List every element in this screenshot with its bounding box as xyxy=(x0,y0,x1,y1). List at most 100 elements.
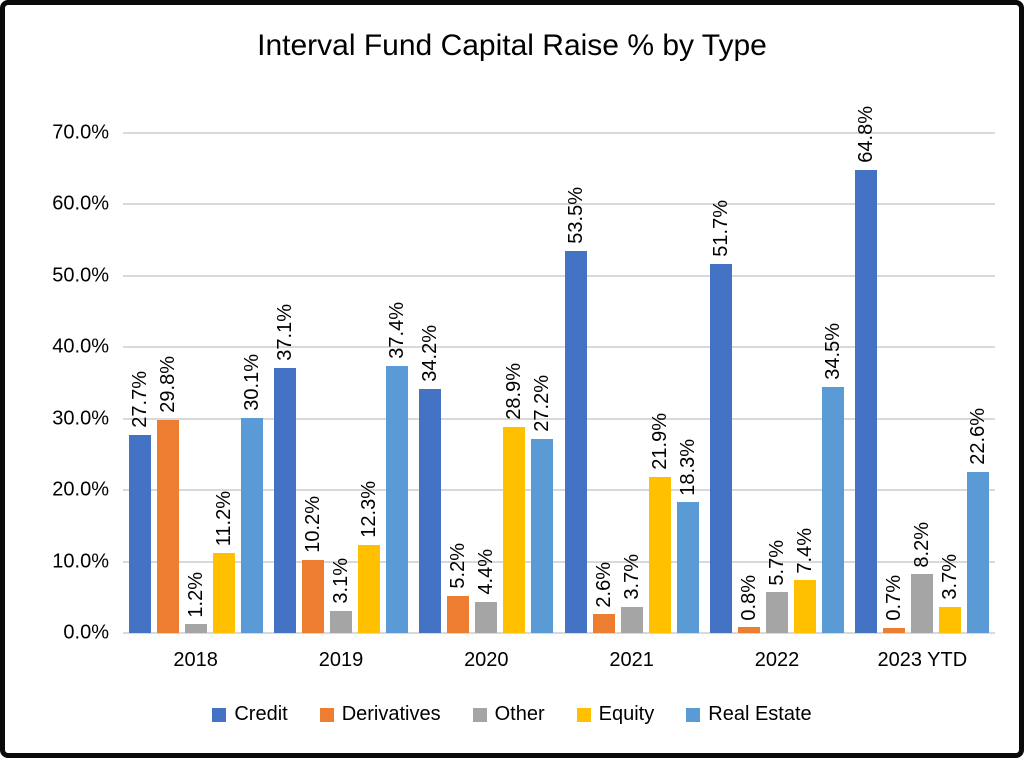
bar-value-label: 27.2% xyxy=(531,375,554,432)
gridline xyxy=(123,346,995,349)
bar-other-2021: 3.7% xyxy=(620,554,643,633)
gridline xyxy=(123,417,995,420)
bar-credit-2022: 51.7% xyxy=(709,200,732,633)
bar-other-2019: 3.1% xyxy=(329,558,352,633)
y-tick-label: 40.0% xyxy=(52,335,109,358)
y-tick-label: 50.0% xyxy=(52,264,109,287)
bar-real-estate-2019: 37.4% xyxy=(385,302,408,633)
bar-derivatives-2019: 10.2% xyxy=(301,496,324,633)
bar-credit-2023-ytd: 64.8% xyxy=(855,106,878,633)
bar-value-label: 12.3% xyxy=(357,481,380,539)
legend-swatch-icon xyxy=(576,707,591,722)
bar-value-label: 8.2% xyxy=(911,521,934,568)
bar-derivatives-2020: 5.2% xyxy=(447,543,470,633)
bar-value-label: 0.8% xyxy=(737,574,760,621)
bar-equity-2020: 28.9% xyxy=(503,363,526,633)
bar-value-label: 21.9% xyxy=(648,412,671,470)
y-tick-label: 20.0% xyxy=(52,478,109,501)
legend-label: Other xyxy=(494,703,545,725)
bar-value-label: 2.6% xyxy=(592,561,615,608)
legend-swatch-icon xyxy=(472,707,487,722)
gridline xyxy=(123,632,995,634)
gridline xyxy=(123,560,995,563)
bar-value-label: 3.7% xyxy=(620,553,643,600)
bar-value-label: 3.1% xyxy=(329,558,352,604)
bar-value-label: 18.3% xyxy=(676,438,699,496)
legend-item-equity: Equity xyxy=(576,703,655,726)
bar-equity-2021: 21.9% xyxy=(648,413,671,633)
legend-item-real-estate: Real Estate xyxy=(686,703,812,726)
gridline xyxy=(123,203,995,206)
bar-derivatives-2018: 29.8% xyxy=(156,356,179,633)
legend-label: Credit xyxy=(234,703,288,725)
bar-value-label: 3.7% xyxy=(939,553,962,600)
bar-groups: 27.7% 29.8% 1.2% 11.2% 30.1% 37.1% 10.2% 3.1% 12… xyxy=(123,106,995,633)
bar-value-label: 51.7% xyxy=(709,200,732,257)
gridline xyxy=(123,274,995,277)
bar-real-estate-2021: 18.3% xyxy=(676,439,699,633)
x-axis-label-2018: 2018 xyxy=(173,649,218,671)
legend-swatch-icon xyxy=(319,707,334,722)
bar-other-2023-ytd: 8.2% xyxy=(911,522,934,633)
bar-group-2022: 51.7% 0.8% 5.7% 7.4% 34.5% xyxy=(709,133,844,633)
bar-value-label: 11.2% xyxy=(212,490,235,546)
x-axis: 2018 2019 2020 2021 2022 2023 YTD xyxy=(123,649,995,672)
bar-credit-2018: 27.7% xyxy=(128,371,151,633)
bar-value-label: 29.8% xyxy=(156,356,179,414)
bar-group-2021: 53.5% 2.6% 3.7% 21.9% 18.3% xyxy=(564,133,699,633)
bar-value-label: 27.7% xyxy=(128,371,151,429)
chart-title: Interval Fund Capital Raise % by Type xyxy=(257,29,767,62)
bar-credit-2020: 34.2% xyxy=(419,325,442,633)
bar-equity-2019: 12.3% xyxy=(357,481,380,633)
bar-real-estate-2022: 34.5% xyxy=(821,323,844,633)
bar-value-label: 7.4% xyxy=(793,527,816,574)
bar-value-label: 34.5% xyxy=(821,322,844,380)
bar-group-2020: 34.2% 5.2% 4.4% 28.9% 27.2% xyxy=(419,133,554,633)
legend-swatch-icon xyxy=(686,707,701,722)
bar-credit-2019: 37.1% xyxy=(273,304,296,633)
x-axis-label-2021: 2021 xyxy=(609,649,654,671)
bar-value-label: 1.2% xyxy=(184,571,207,618)
legend-swatch-icon xyxy=(212,707,227,722)
bar-equity-2023-ytd: 3.7% xyxy=(939,554,962,633)
bar-derivatives-2022: 0.8% xyxy=(737,575,760,633)
legend-label: Equity xyxy=(598,703,655,725)
bar-value-label: 30.1% xyxy=(240,354,263,411)
gridline xyxy=(123,489,995,492)
bar-value-label: 53.5% xyxy=(564,187,587,244)
legend-item-derivatives: Derivatives xyxy=(319,703,441,726)
bar-group-2023-ytd: 64.8% 0.7% 8.2% 3.7% 22.6% xyxy=(855,106,990,633)
bar-value-label: 37.4% xyxy=(385,302,408,359)
bar-group-2018: 27.7% 29.8% 1.2% 11.2% 30.1% xyxy=(128,133,263,633)
y-tick-label: 60.0% xyxy=(52,192,109,215)
y-tick-label: 10.0% xyxy=(52,550,109,573)
x-axis-label-2019: 2019 xyxy=(318,649,364,671)
bar-value-label: 64.8% xyxy=(855,106,878,164)
plot-area: 0.0% 10.0% 20.0% 30.0% 40.0% 50.0% 60.0% 70.0% … xyxy=(52,106,995,644)
bar-value-label: 5.7% xyxy=(765,539,788,586)
y-tick-label: 30.0% xyxy=(52,407,109,430)
bar-credit-2021: 53.5% xyxy=(564,187,587,633)
bar-other-2020: 4.4% xyxy=(475,549,498,633)
legend-item-credit: Credit xyxy=(212,703,288,726)
gridline xyxy=(123,132,995,134)
bar-equity-2018: 11.2% xyxy=(212,491,235,633)
bar-real-estate-2020: 27.2% xyxy=(531,375,554,633)
bar-value-label: 22.6% xyxy=(967,407,990,465)
bar-other-2018: 1.2% xyxy=(184,572,207,633)
bar-value-label: 4.4% xyxy=(475,548,498,595)
x-axis-label-2023-ytd: 2023 YTD xyxy=(877,649,968,671)
bar-derivatives-2023-ytd: 0.7% xyxy=(883,575,906,633)
bar-real-estate-2018: 30.1% xyxy=(240,354,263,633)
y-tick-label: 0.0% xyxy=(63,621,109,644)
bar-group-2019: 37.1% 10.2% 3.1% 12.3% 37.4% xyxy=(273,133,408,633)
bar-value-label: 34.2% xyxy=(419,325,442,382)
bar-equity-2022: 7.4% xyxy=(793,528,816,633)
bar-value-label: 10.2% xyxy=(301,496,324,554)
bar-value-label: 28.9% xyxy=(503,362,526,420)
bar-real-estate-2023-ytd: 22.6% xyxy=(967,408,990,633)
bar-value-label: 5.2% xyxy=(447,543,470,589)
x-axis-label-2020: 2020 xyxy=(464,649,509,671)
legend-label: Derivatives xyxy=(341,703,441,725)
